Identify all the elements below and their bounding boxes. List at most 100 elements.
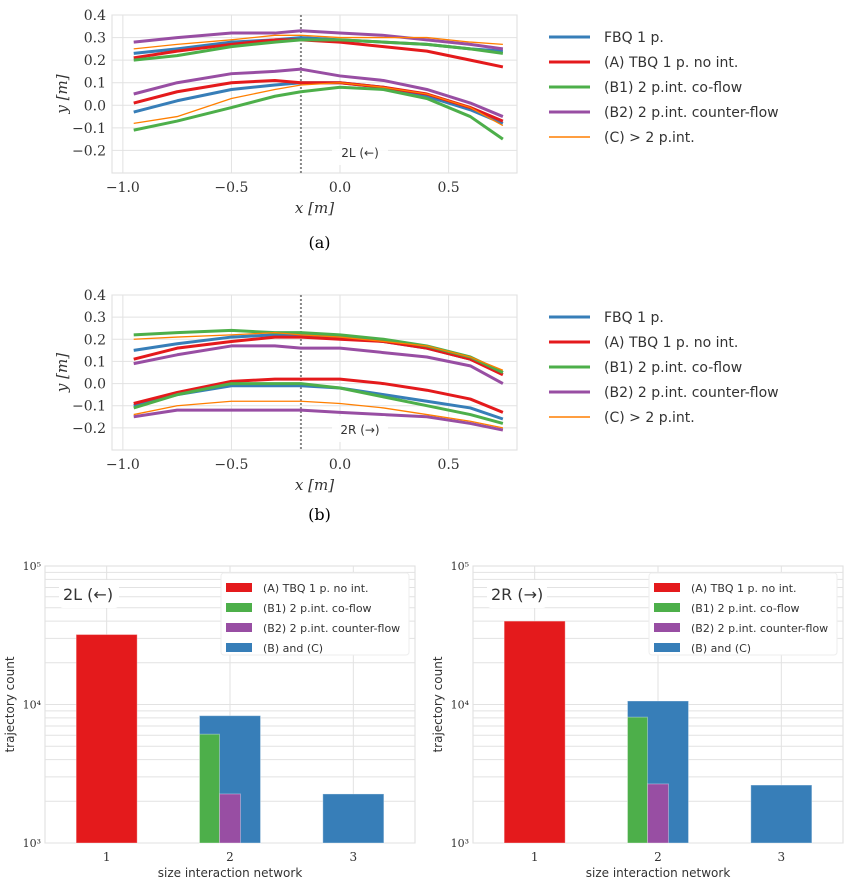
y-tick-label: 0.1 [84, 354, 106, 370]
legend-label: (B2) 2 p.int. counter-flow [604, 385, 779, 401]
x-tick-label: 3 [778, 850, 786, 864]
legend-swatch [226, 623, 252, 632]
y-axis-label: trajectory count [431, 656, 445, 752]
series-line-B1-upper [133, 38, 504, 62]
series-line-B2-lower [133, 67, 504, 118]
series-line-B1-lower [133, 85, 504, 141]
y-tick-label: 0.3 [84, 310, 106, 326]
legend-label: (B1) 2 p.int. co-flow [604, 80, 742, 96]
x-tick-label: −1.0 [106, 457, 140, 473]
legend-label: (B) and (C) [691, 642, 751, 655]
x-tick-label: 0.5 [437, 180, 459, 196]
legend-label: (B2) 2 p.int. counter-flow [604, 105, 779, 121]
legend-label: (B1) 2 p.int. co-flow [604, 360, 742, 376]
bar-panel-2L: 1 2 3 10³ 10⁴ 10⁵ (A) TBQ 1 p. no int. (B1) 2 p… [3, 560, 416, 880]
legend-label: (C) > 2 p.int. [604, 410, 695, 426]
series-line-C-upper [133, 331, 504, 371]
y-tick-label: 10⁵ [23, 560, 41, 573]
y-tick-label: −0.2 [72, 143, 106, 159]
annotation-label: 2R (→) [491, 585, 543, 604]
legend-swatch [654, 603, 680, 612]
bar-A-1 [75, 634, 138, 844]
y-tick-label: −0.2 [72, 421, 106, 437]
series-line-C-lower [133, 400, 504, 429]
annotation-label: 2L (←) [341, 146, 379, 160]
y-tick-label: 10⁴ [451, 699, 470, 712]
legend-label: (B1) 2 p.int. co-flow [263, 602, 372, 615]
y-tick-label: 0.4 [84, 8, 106, 24]
y-tick-label: 0.4 [84, 288, 106, 304]
y-tick-label: 0.2 [84, 53, 106, 69]
legend-label: (A) TBQ 1 p. no int. [263, 582, 369, 595]
x-tick-label: 2 [226, 850, 234, 864]
x-tick-label: 3 [350, 850, 358, 864]
annotation-label: 2R (→) [340, 423, 379, 437]
bar-B1-2 [199, 733, 220, 844]
bar-A-1 [503, 620, 566, 844]
legend-label: (A) TBQ 1 p. no int. [691, 582, 797, 595]
y-tick-label: 10⁴ [23, 699, 42, 712]
x-tick-label: 1 [531, 850, 539, 864]
legend-swatch [654, 583, 680, 592]
panel-label: (b) [308, 505, 331, 524]
y-axis-label: y [m] [53, 353, 71, 393]
legend-label: FBQ 1 p. [604, 310, 664, 326]
y-tick-label: 10³ [451, 837, 469, 850]
x-axis-label: size interaction network [586, 866, 731, 880]
legend-label: FBQ 1 p. [604, 30, 664, 46]
legend-label: (B) and (C) [263, 642, 323, 655]
x-tick-label: −0.5 [214, 180, 248, 196]
legend-box [220, 572, 410, 656]
legend-label: (B2) 2 p.int. counter-flow [263, 622, 400, 635]
series-line-C-upper [133, 34, 503, 50]
bar-B2-2 [647, 783, 669, 844]
annotation-box [59, 580, 119, 608]
y-tick-label: 10³ [23, 837, 41, 850]
annotation-box [332, 416, 389, 442]
annotation-box [487, 580, 547, 608]
y-tick-label: 0.3 [84, 31, 106, 47]
plot-area [111, 294, 518, 451]
y-tick-label: −0.1 [72, 399, 106, 415]
legend-swatch [654, 643, 680, 652]
x-tick-label: 0.0 [329, 180, 351, 196]
series-line-B1-lower [133, 382, 504, 425]
legend-swatch [226, 643, 252, 652]
legend-swatch [226, 583, 252, 592]
x-tick-label: 2 [654, 850, 662, 864]
x-tick-label: 0.5 [437, 457, 459, 473]
bar-B1-2 [627, 716, 648, 844]
y-tick-label: 0.1 [84, 76, 106, 92]
annotation-label: 2L (←) [63, 585, 113, 604]
series-line-B2-lower [133, 408, 504, 432]
y-axis-label: y [m] [53, 74, 71, 114]
y-axis-label: trajectory count [3, 656, 17, 752]
x-tick-label: −0.5 [214, 457, 248, 473]
series-line-C-lower [133, 82, 504, 127]
y-tick-label: −0.1 [72, 121, 106, 137]
legend-label: (C) > 2 p.int. [604, 130, 695, 146]
legend-label: (B1) 2 p.int. co-flow [691, 602, 800, 615]
legend-label: (A) TBQ 1 p. no int. [604, 55, 738, 71]
legend-swatch [654, 623, 680, 632]
x-axis-label: x [m] [295, 476, 334, 494]
y-tick-label: 10⁵ [451, 560, 469, 573]
line-panel-a: −1.0 −0.5 0.0 0.5 0.4 0.3 0.2 0.1 0.0 −0.1 −0.2 FBQ… [53, 8, 779, 252]
bar-B2-2 [219, 793, 241, 844]
series-line-A-upper [133, 335, 504, 377]
x-tick-label: 1 [103, 850, 111, 864]
series-line-B2-upper [133, 29, 504, 51]
y-tick-label: 0.0 [84, 377, 106, 393]
series-line-B2-upper [133, 344, 504, 385]
legend-label: (B2) 2 p.int. counter-flow [691, 622, 828, 635]
y-tick-label: 0.0 [84, 98, 106, 114]
x-tick-label: −1.0 [106, 180, 140, 196]
x-axis-label: size interaction network [158, 866, 303, 880]
legend-label: (A) TBQ 1 p. no int. [604, 335, 738, 351]
annotation-box [332, 139, 389, 165]
legend-box [648, 572, 838, 656]
bar-FBQ-3 [322, 793, 385, 844]
y-tick-label: 0.2 [84, 332, 106, 348]
x-axis-label: x [m] [295, 199, 334, 217]
